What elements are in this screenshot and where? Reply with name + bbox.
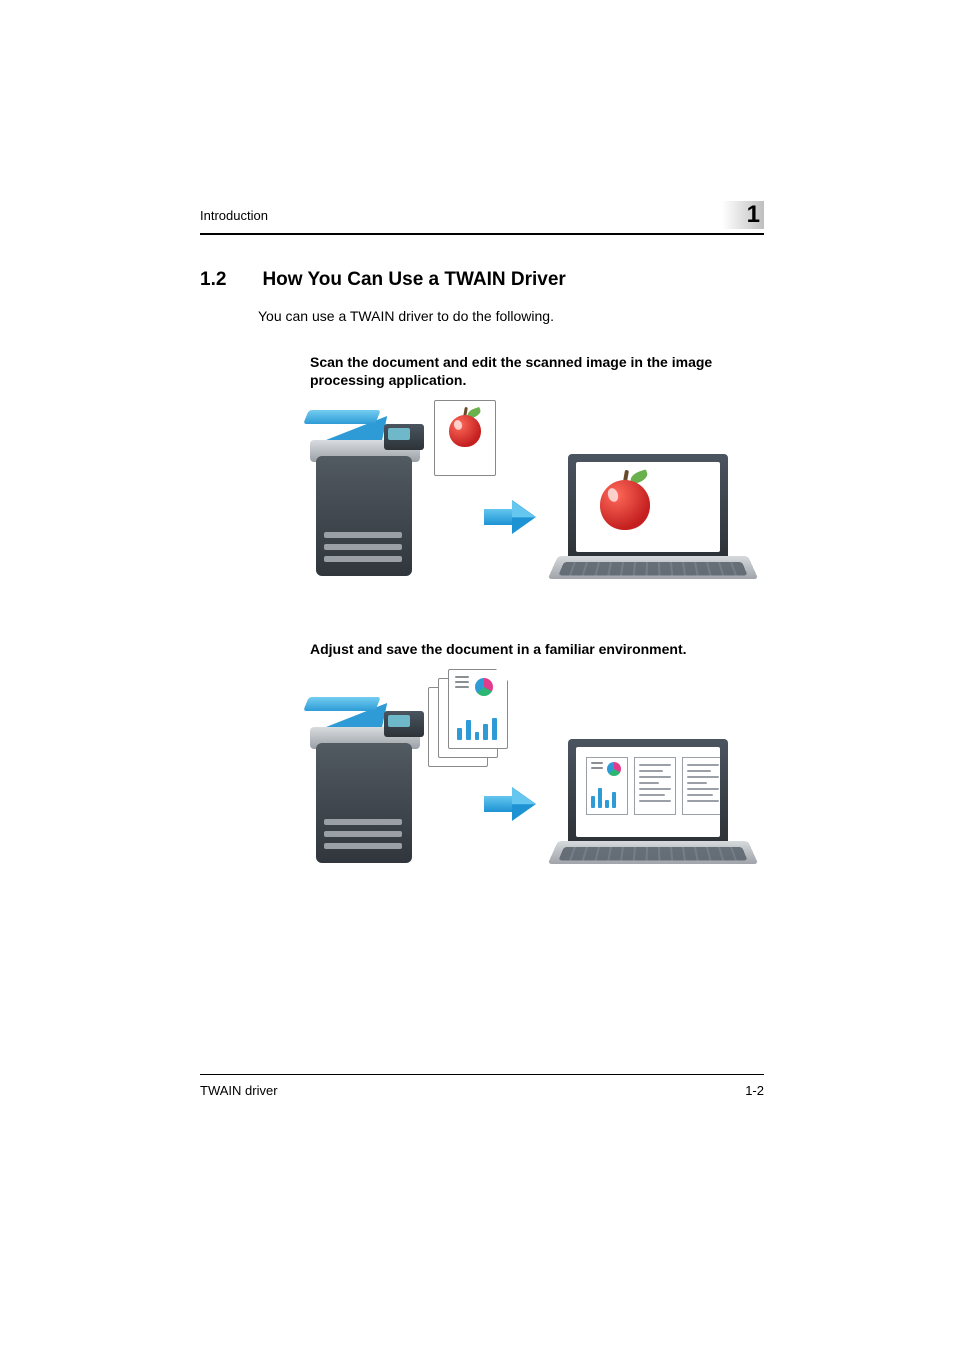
document-stack-icon <box>428 669 510 767</box>
running-title: Introduction <box>200 208 268 223</box>
laptop-icon <box>558 739 748 879</box>
laptop-icon <box>558 454 748 594</box>
footer-page-number: 1-2 <box>745 1083 764 1098</box>
document-page: Introduction 1 1.2 How You Can Use a TWA… <box>0 0 954 1350</box>
pie-chart-icon <box>475 678 493 696</box>
use-case-1-illustration <box>310 400 740 600</box>
apple-icon <box>449 415 481 447</box>
use-case-block-1: Scan the document and edit the scanned i… <box>310 353 740 601</box>
section-heading: 1.2 How You Can Use a TWAIN Driver <box>200 269 764 291</box>
mfp-icon <box>310 416 430 576</box>
footer-rule <box>200 1074 764 1075</box>
chapter-number-tab: 1 <box>722 201 764 229</box>
use-case-1-title: Scan the document and edit the scanned i… <box>310 353 740 391</box>
scanned-page-icon <box>434 400 496 476</box>
use-case-block-2: Adjust and save the document in a famili… <box>310 640 740 889</box>
page-footer: TWAIN driver 1-2 <box>200 1074 764 1098</box>
section-number: 1.2 <box>200 269 258 291</box>
section-intro-paragraph: You can use a TWAIN driver to do the fol… <box>258 307 764 327</box>
footer-doc-title: TWAIN driver <box>200 1083 278 1098</box>
use-case-2-illustration <box>310 669 740 889</box>
bar-chart-icon <box>457 714 497 740</box>
section-title: How You Can Use a TWAIN Driver <box>262 269 565 291</box>
use-case-2-title: Adjust and save the document in a famili… <box>310 640 740 659</box>
documents-on-screen-icon <box>586 757 710 827</box>
arrow-right-icon <box>484 787 540 821</box>
arrow-right-icon <box>484 500 540 534</box>
page-header: Introduction 1 <box>200 207 764 231</box>
apple-icon <box>600 480 650 530</box>
header-rule <box>200 233 764 235</box>
mfp-icon <box>310 703 430 863</box>
